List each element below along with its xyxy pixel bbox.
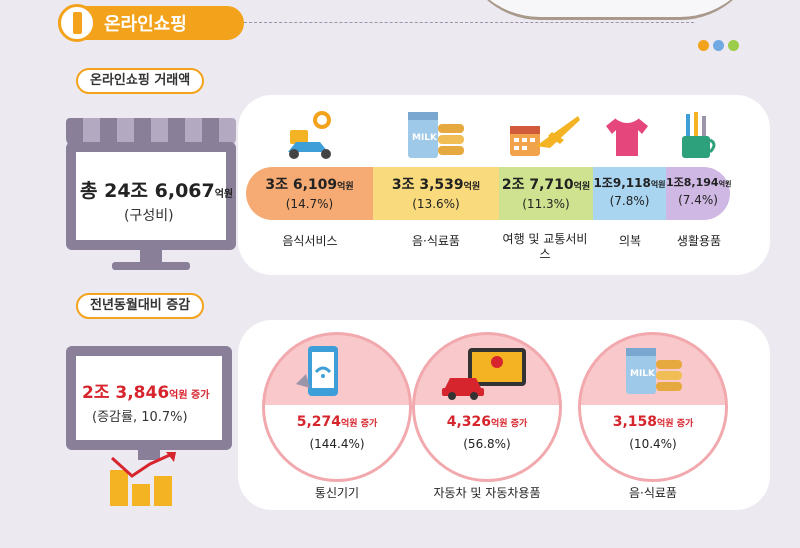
bar-value: 3조 3,539억원 <box>373 174 499 194</box>
bar-travel: 2조 7,710억원 (11.3%) <box>499 167 593 220</box>
change-percent: (10.4%) <box>629 437 677 451</box>
dot-green-icon <box>728 40 739 51</box>
bar-percent: (13.6%) <box>412 197 460 211</box>
bar-food-beverage: 3조 3,539억원 (13.6%) <box>373 167 499 220</box>
change-total-amount: 2조 3,846억원 증가 <box>82 378 209 403</box>
total-monitor <box>66 142 236 250</box>
change-item-auto: 4,326억원 증가 (56.8%) <box>412 332 562 482</box>
bar-unit: 억원 <box>463 182 481 192</box>
scooter-icon <box>288 111 331 159</box>
smartphone-icon <box>296 346 338 396</box>
total-amount-unit: 억원 <box>214 189 234 200</box>
change-unit: 억원 증가 <box>341 419 378 429</box>
bar-unit: 억원 <box>650 180 666 189</box>
category-label: 의복 <box>618 234 642 248</box>
monitor-neck <box>138 450 160 460</box>
change-value: 3,158억원 증가 <box>581 414 725 430</box>
bar-amount: 2조 7,710 <box>501 177 574 193</box>
change-value: 5,274억원 증가 <box>265 414 409 430</box>
dot-orange-icon <box>698 40 709 51</box>
bar-unit: 억원 <box>337 182 354 192</box>
dot-blue-icon <box>713 40 724 51</box>
bar-amount: 3조 6,109 <box>265 177 338 193</box>
change-rate: (증감률, 10.7%) <box>92 410 188 425</box>
car-icon <box>442 348 526 400</box>
bar-amount: 1조9,118 <box>593 176 651 190</box>
airplane-icon <box>510 116 580 156</box>
milk-icon: MILK <box>626 348 682 394</box>
change-percent: (144.4%) <box>309 437 365 451</box>
change-unit: 억원 증가 <box>657 419 694 429</box>
bar-value: 1조9,118억원 <box>593 174 666 191</box>
category-label: 음식서비스 <box>282 234 338 248</box>
bar-percent: (7.4%) <box>678 193 718 207</box>
shirt-icon <box>606 117 648 156</box>
total-composition: (구성비) <box>124 208 174 224</box>
page-title: 온라인쇼핑 <box>104 14 187 35</box>
bar-percent: (14.7%) <box>285 197 334 211</box>
bar-food-service: 3조 6,109억원 (14.7%) <box>246 167 373 220</box>
monitor-neck <box>140 250 162 264</box>
svg-text:MILK: MILK <box>412 133 438 143</box>
change-label: 음·식료품 <box>629 486 677 500</box>
change-amount: 3,158 <box>612 414 658 430</box>
bar-value: 3조 6,109억원 <box>246 174 373 194</box>
change-unit: 억원 증가 <box>491 419 528 429</box>
bar-clothing: 1조9,118억원 (7.8%) <box>593 167 666 220</box>
bar-value: 2조 7,710억원 <box>499 174 593 194</box>
change-amount: 4,326 <box>446 414 492 430</box>
info-icon <box>73 12 82 34</box>
decorative-dots <box>698 40 739 51</box>
rising-coins-icon <box>110 452 176 506</box>
bar-unit: 억원 <box>573 182 591 192</box>
bar-household: 1조8,194억원 (7.4%) <box>666 167 732 220</box>
category-label: 생활용품 <box>676 234 722 248</box>
bar-unit: 억원 <box>718 180 732 188</box>
toothbrush-icon <box>682 112 716 158</box>
change-label: 자동차 및 자동차용품 <box>433 486 541 500</box>
bar-percent: (7.8%) <box>609 194 650 208</box>
header-divider <box>244 22 694 46</box>
total-amount: 총 24조 6,067억원 <box>80 176 233 203</box>
total-amount-value: 총 24조 6,067 <box>80 180 215 202</box>
change-amount: 5,274 <box>296 414 342 430</box>
change-monitor <box>66 346 232 450</box>
change-total-value: 2조 3,846 <box>82 383 170 403</box>
change-percent: (56.8%) <box>463 437 511 451</box>
svg-text:MILK: MILK <box>630 369 656 379</box>
change-item-food: 3,158억원 증가 (10.4%) <box>578 332 728 482</box>
bar-value: 1조8,194억원 <box>666 174 732 190</box>
bar-amount: 3조 3,539 <box>391 177 464 193</box>
monitor-base <box>112 262 190 270</box>
category-label: 여행 및 교통서비스 <box>502 232 588 261</box>
bar-percent: (11.3%) <box>522 197 570 211</box>
milk-icon: MILK <box>408 112 464 158</box>
category-label: 음·식료품 <box>412 234 460 248</box>
section1-label: 온라인쇼핑 거래액 <box>76 68 205 94</box>
bar-amount: 1조8,194 <box>666 176 719 189</box>
section2-label: 전년동월대비 증감 <box>76 293 205 319</box>
change-total-unit: 억원 증가 <box>169 390 210 401</box>
change-label: 통신기기 <box>314 486 360 500</box>
change-value: 4,326억원 증가 <box>415 414 559 430</box>
top-decoration <box>460 0 760 20</box>
